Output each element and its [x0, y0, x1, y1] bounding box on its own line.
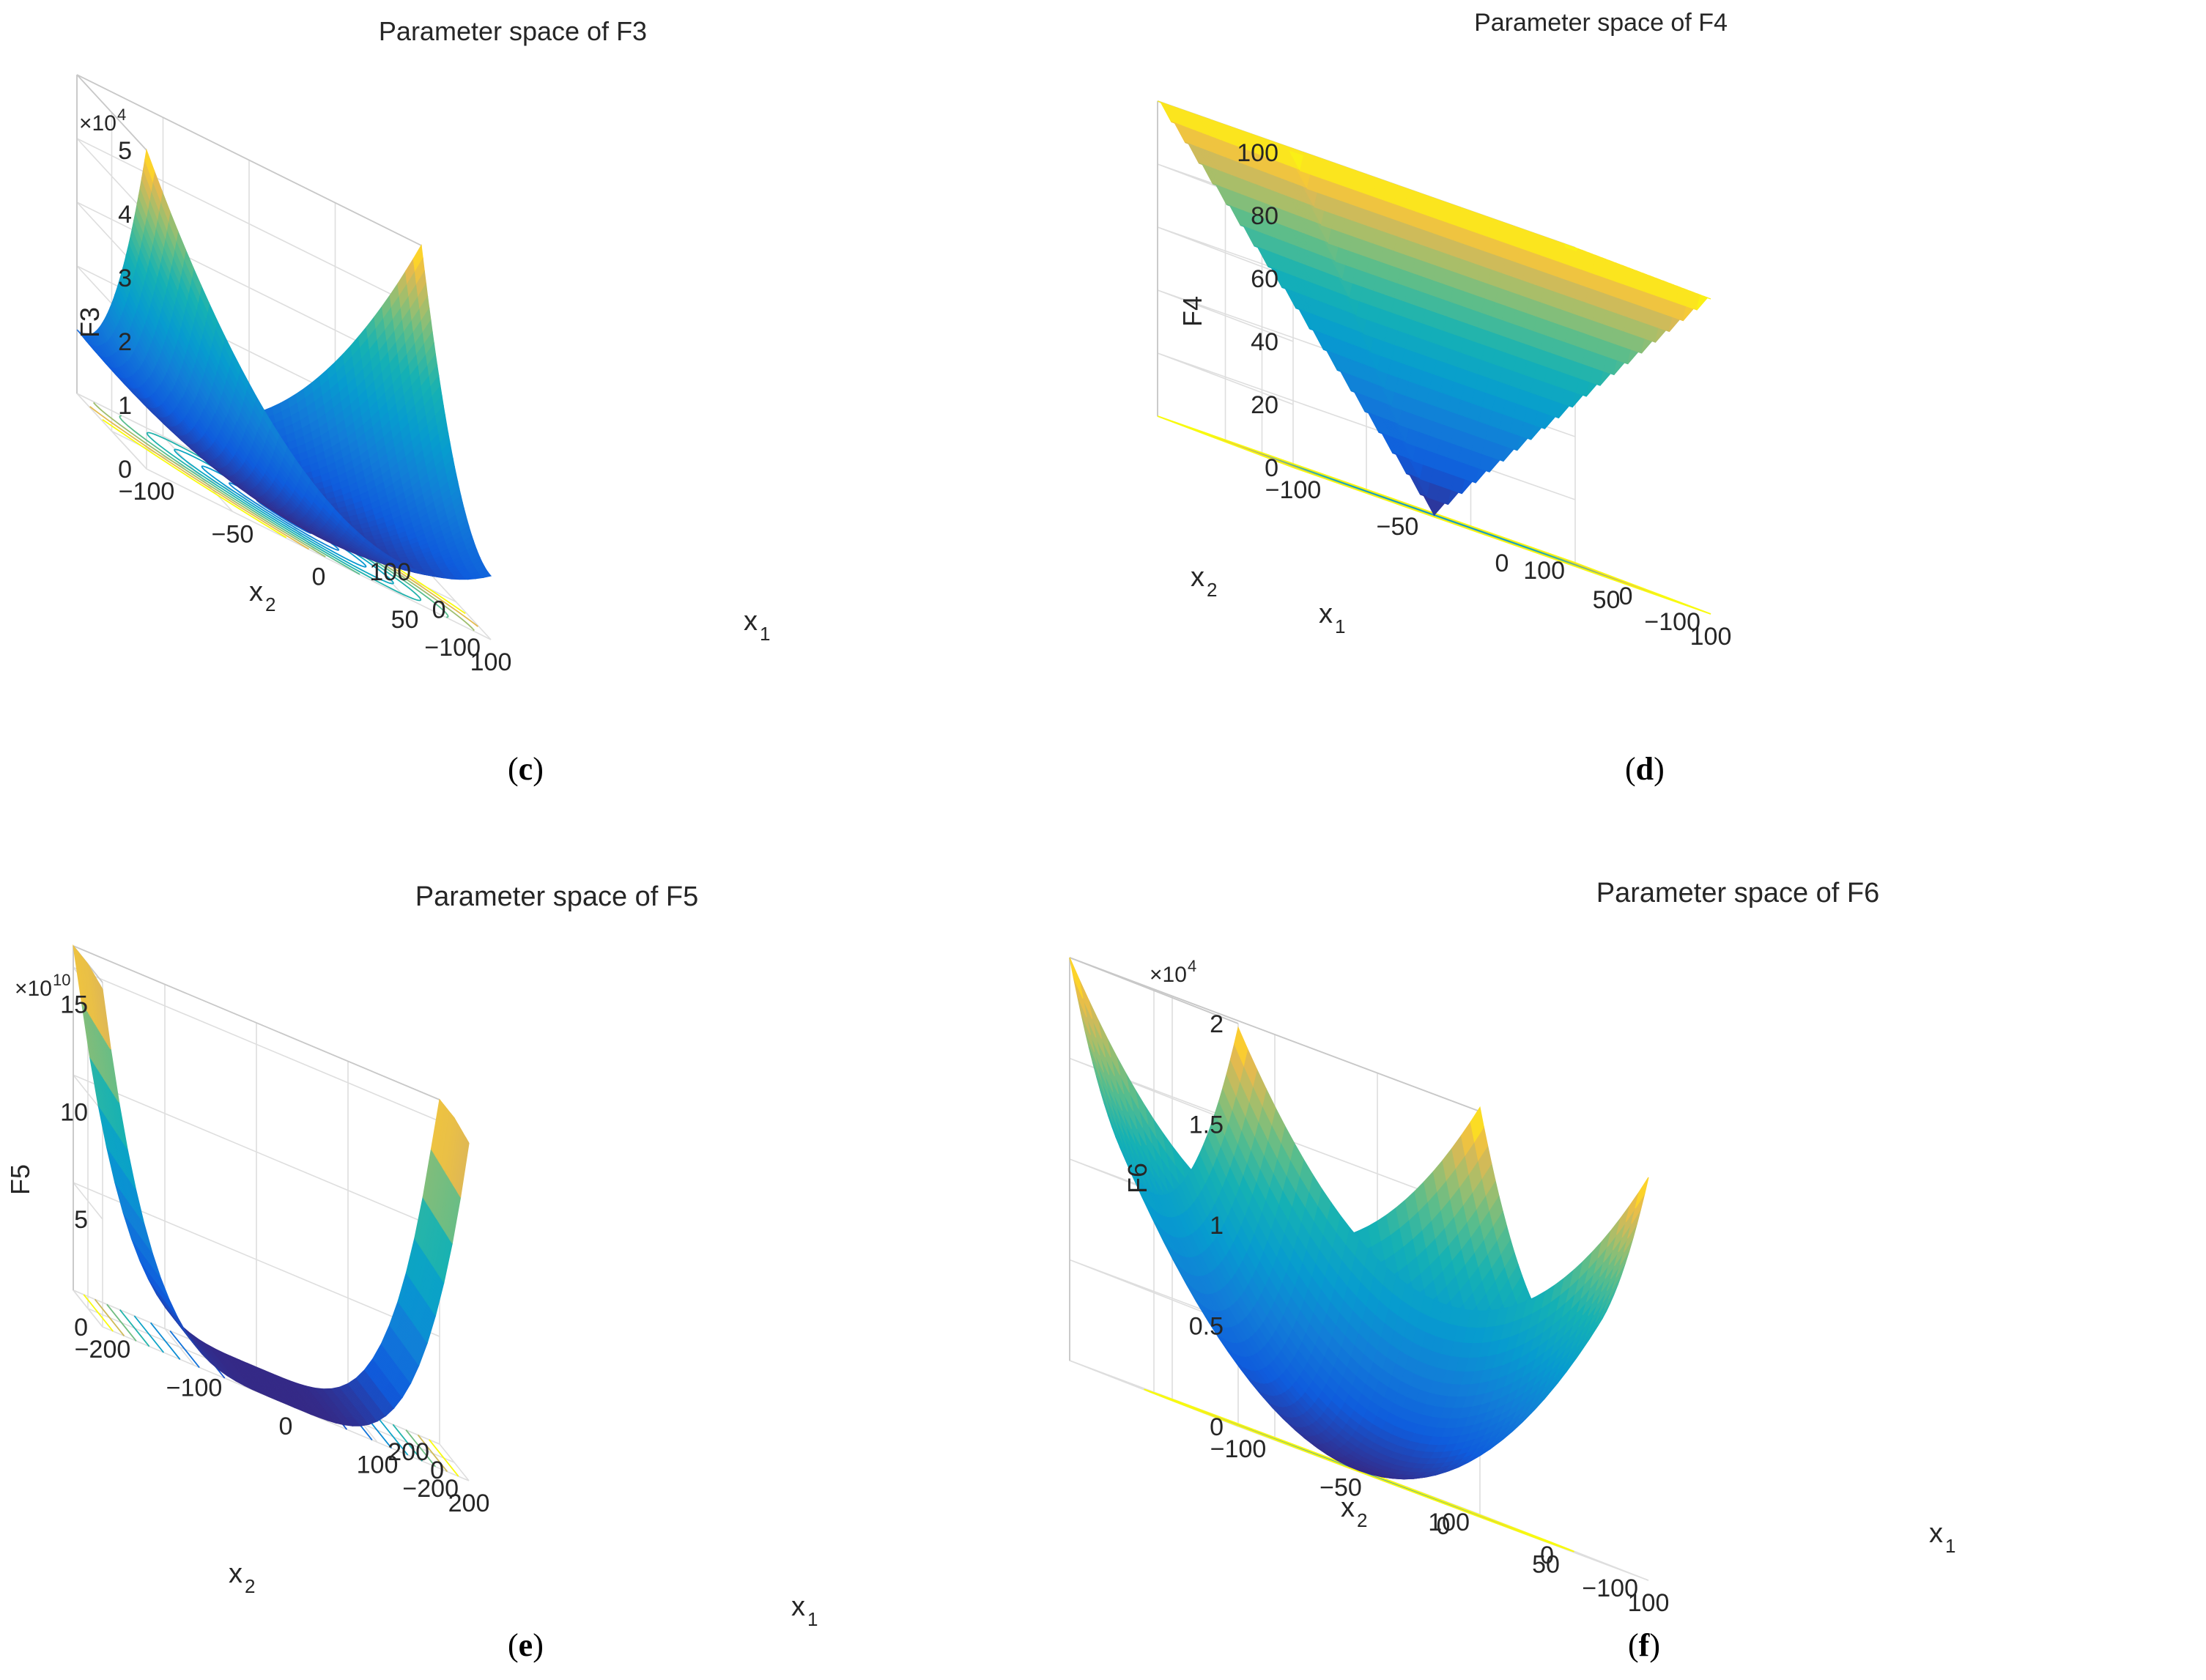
- f3-xtick-label: 50: [391, 606, 419, 634]
- f3-multiplier: ×10: [79, 111, 116, 136]
- f4-title: Parameter space of F4: [1474, 9, 1728, 37]
- f3-zlabel: F3: [75, 307, 105, 338]
- f3-ytick-label: −100: [424, 634, 481, 662]
- f3-surface-patch: [144, 148, 155, 182]
- f3-title: Parameter space of F3: [379, 16, 647, 46]
- f3-surface-patch: [481, 573, 492, 578]
- f5-contour-line: [149, 1322, 181, 1360]
- f4-ztick-label: 0: [1265, 454, 1278, 482]
- f4-ztick-label: 60: [1251, 265, 1278, 293]
- f3-ztick-label: 0: [118, 456, 132, 484]
- f4-xtick-label: 0: [1495, 549, 1509, 577]
- f3-contour-line: [89, 406, 310, 550]
- f5-contour-line: [392, 1424, 423, 1462]
- f3-grid: [76, 74, 492, 640]
- f4-xlabel: x: [1319, 599, 1333, 629]
- f4-ylabel-sub: 2: [1207, 579, 1217, 601]
- f3-contour-line: [102, 418, 287, 539]
- f3-xlabel: x: [744, 606, 758, 637]
- f3-contour-line: [119, 415, 360, 575]
- f3-contour-line: [445, 612, 449, 618]
- f5-contour-line: [94, 1298, 125, 1336]
- f5-contour-line: [417, 1435, 448, 1473]
- f3-multiplier-exp: 4: [117, 106, 126, 124]
- f5-contour-line: [377, 1418, 409, 1456]
- f3-xtick-label: 100: [470, 648, 512, 676]
- f4-surface: [1157, 100, 1711, 517]
- f3-xtick-label: 0: [312, 563, 326, 591]
- f3-xtick-label: −100: [119, 478, 175, 506]
- f4-ytick-label: −100: [1644, 608, 1700, 636]
- f3-ylabel-sub: 2: [265, 593, 275, 615]
- f4-ztick-label: 20: [1251, 391, 1278, 419]
- f3-xlabel-sub: 1: [760, 623, 770, 645]
- f4-xtick-label: −100: [1265, 476, 1322, 504]
- f3-contour-line: [93, 402, 326, 558]
- f4-ylabel: x: [1191, 562, 1204, 593]
- f5-xgrid-line: [256, 1023, 286, 1405]
- f4-ztick-label: 80: [1251, 202, 1278, 230]
- f3-ztick-label: 2: [118, 328, 132, 356]
- panel-e: 0 5 10 15 −200 −100 0 100 200 −200 0 200 Parameter s…: [0, 840, 1103, 1680]
- f3-xtick-label: −50: [212, 520, 254, 548]
- f4-xlabel-sub: 1: [1335, 615, 1345, 637]
- f5-contour-line: [428, 1439, 459, 1477]
- f5-contour-line: [133, 1315, 165, 1353]
- f3-ztick-label: 5: [118, 137, 132, 165]
- f5-contour-line: [169, 1330, 200, 1369]
- f5-contour-line: [119, 1309, 150, 1347]
- f3-ytick-label: 100: [369, 558, 411, 586]
- f5-contour-line: [83, 1294, 114, 1332]
- chart-f4: 020406080100−100−50050100−1000100Paramet…: [1157, 9, 1731, 651]
- panel-c: 0 1 2 3 4 5 −100 −50 0 50 100 −100 0 100 Parameter spa…: [0, 0, 1103, 840]
- f3-ztick-label: 1: [118, 392, 132, 420]
- f4-ztick-label: 40: [1251, 328, 1278, 356]
- f3-ytick-label: 0: [432, 596, 446, 624]
- f3-ztick-label: 4: [118, 201, 132, 229]
- f4-contours: [1157, 415, 1711, 615]
- f4-xtick-label: 100: [1690, 623, 1732, 651]
- f4-surface-patch: [1696, 295, 1711, 311]
- f4-zlabel: F4: [1177, 296, 1207, 327]
- f4-ztick-label: 100: [1237, 139, 1278, 167]
- f3-ylabel: x: [249, 577, 263, 607]
- f5-surface: [73, 944, 470, 1426]
- f3-ztick-label: 3: [118, 264, 132, 292]
- f5-contour-line: [405, 1429, 436, 1468]
- f4-ytick-label: 100: [1523, 557, 1565, 585]
- f3-box-edge: [76, 74, 147, 151]
- f4-xtick-label: 50: [1593, 586, 1621, 614]
- f5-box-edge: [73, 945, 440, 1100]
- f4-xtick-label: −50: [1377, 513, 1419, 541]
- f3-surface: [76, 148, 492, 580]
- f4-ytick-label: 0: [1619, 582, 1633, 610]
- f3-contour-line: [472, 628, 475, 632]
- panel-d: 0 20 40 60 80 100 −100 −50 0 50 100 −100 0 100 Paramet…: [1103, 0, 2206, 840]
- f3-box-edge: [76, 74, 422, 246]
- f4-contour-line: [1157, 415, 1711, 615]
- f5-contour-line: [106, 1303, 137, 1342]
